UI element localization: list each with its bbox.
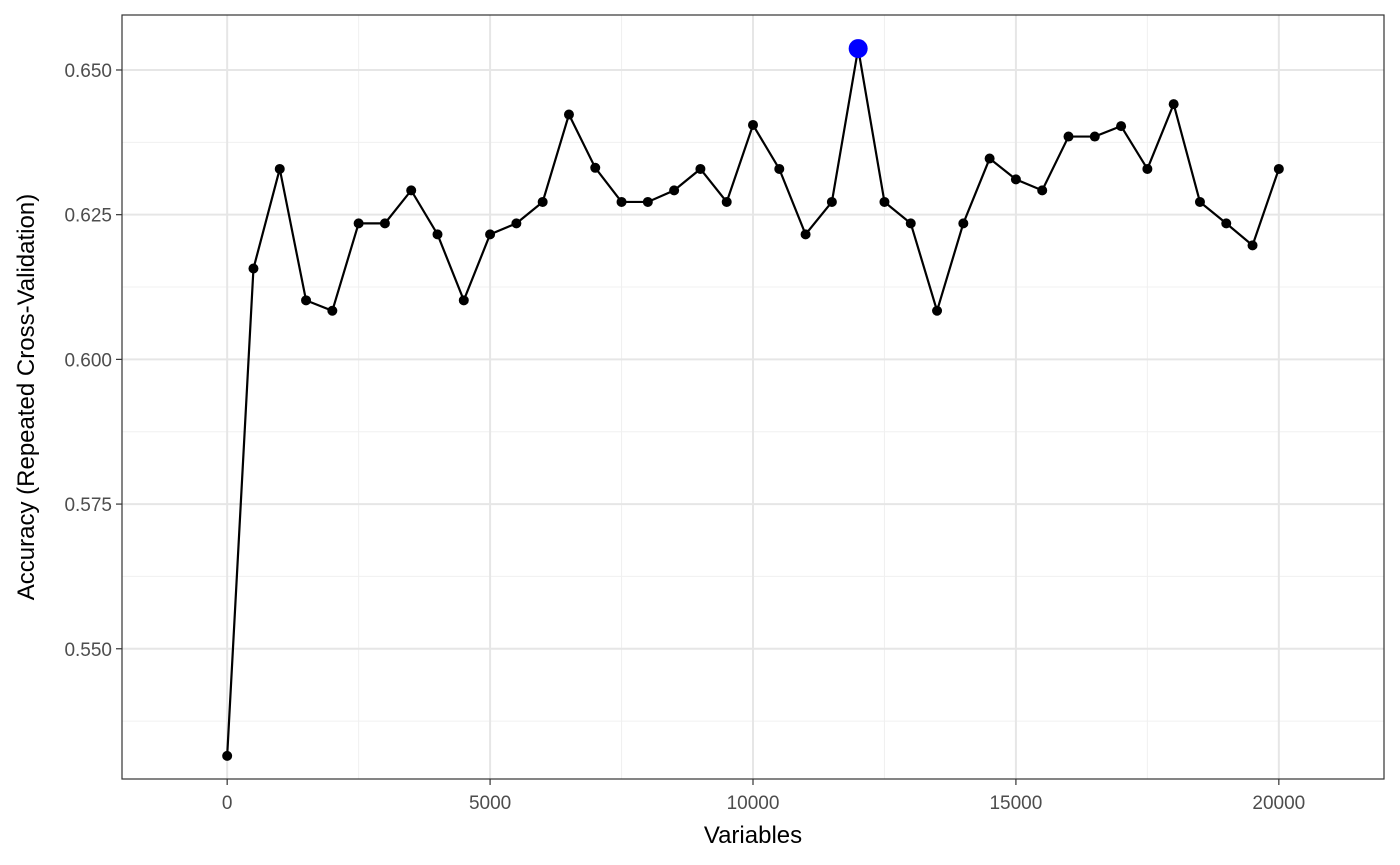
y-tick-label: 0.575 [64, 495, 112, 516]
data-point [248, 263, 259, 274]
gridlines [122, 15, 1384, 779]
data-point [379, 218, 390, 229]
data-point [511, 218, 522, 229]
x-tick-label: 15000 [989, 793, 1042, 814]
data-point [327, 305, 338, 316]
data-point [301, 295, 312, 306]
data-point [932, 305, 943, 316]
data-point [1010, 174, 1021, 185]
data-points [222, 39, 1284, 761]
data-point [1247, 240, 1258, 251]
best-data-point [848, 39, 868, 59]
data-point [958, 218, 969, 229]
x-axis-title: Variables [704, 822, 802, 849]
x-axis-ticks: 0 5000 10000 15000 20000 [222, 779, 1305, 814]
data-point [1221, 218, 1232, 229]
data-point [1116, 121, 1127, 132]
data-point [1089, 131, 1100, 142]
data-point [695, 163, 706, 174]
data-point [984, 153, 995, 164]
data-point [1063, 131, 1074, 142]
data-point [905, 218, 916, 229]
data-point [432, 229, 443, 240]
data-point [669, 185, 680, 196]
x-tick-label: 5000 [469, 793, 511, 814]
data-point [537, 196, 548, 207]
data-point [826, 196, 837, 207]
y-tick-label: 0.625 [64, 206, 112, 227]
data-point [222, 750, 233, 761]
data-point [1142, 163, 1153, 174]
x-tick-label: 0 [222, 793, 233, 814]
x-tick-label: 10000 [727, 793, 780, 814]
data-point [748, 119, 758, 130]
y-tick-label: 0.600 [64, 350, 112, 371]
data-point [590, 162, 601, 173]
data-point [353, 218, 364, 229]
data-point [563, 109, 574, 120]
data-point [642, 196, 653, 207]
y-tick-label: 0.550 [64, 640, 112, 661]
y-axis-ticks: 0.550 0.575 0.600 0.625 0.650 [64, 61, 122, 661]
y-tick-label: 0.650 [64, 61, 112, 82]
data-point [1194, 196, 1205, 207]
data-point [406, 185, 417, 196]
data-point [616, 196, 627, 207]
data-point [274, 163, 285, 174]
data-point [800, 229, 811, 240]
data-point [1168, 99, 1179, 110]
y-axis-title: Accuracy (Repeated Cross-Validation) [13, 194, 40, 600]
data-point [458, 295, 469, 306]
x-tick-label: 20000 [1252, 793, 1305, 814]
data-point [774, 163, 785, 174]
data-point [1273, 163, 1284, 174]
data-point [1037, 185, 1048, 196]
data-point [485, 229, 496, 240]
data-point [879, 196, 890, 207]
data-point [721, 196, 732, 207]
